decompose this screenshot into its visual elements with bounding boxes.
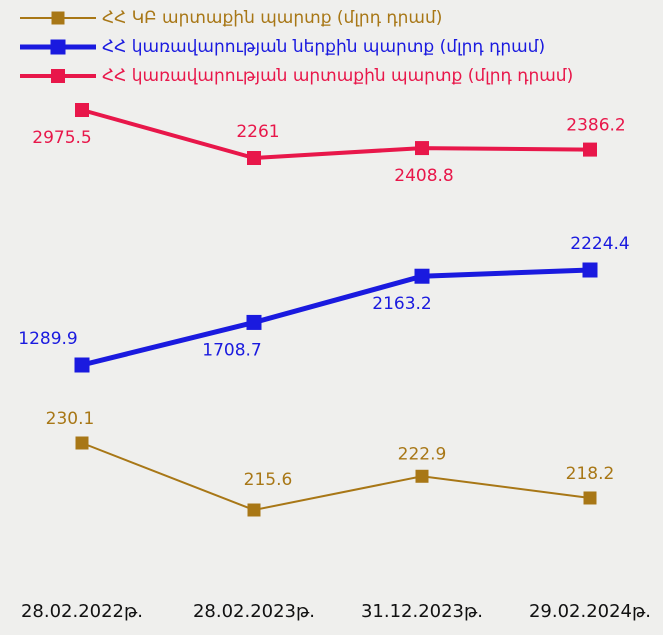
x-tick-label: 28.02.2022թ. xyxy=(21,601,143,622)
legend-label: ՀՀ կառավարության արտաքին պարտք (մլրդ դրա… xyxy=(102,66,573,86)
series-line xyxy=(81,108,591,161)
point-marker xyxy=(75,103,89,117)
data-label: 222.9 xyxy=(398,444,447,464)
data-label: 2261 xyxy=(236,122,279,142)
data-label: 2224.4 xyxy=(570,234,629,254)
data-label: 2408.8 xyxy=(394,166,453,186)
legend-marker xyxy=(50,39,66,55)
legend-marker xyxy=(51,11,65,25)
series-line xyxy=(81,267,591,368)
point-marker xyxy=(246,314,262,330)
point-marker xyxy=(247,151,261,165)
point-marker xyxy=(75,436,89,450)
point-marker xyxy=(415,141,429,156)
data-label: 1708.7 xyxy=(202,340,261,360)
x-tick-label: 28.02.2023թ. xyxy=(193,601,315,622)
data-label: 215.6 xyxy=(244,470,293,490)
legend-marker xyxy=(51,69,65,83)
point-marker xyxy=(583,142,597,157)
series-line xyxy=(81,442,591,512)
point-marker xyxy=(414,268,430,284)
legend-label: ՀՀ կառավարության ներքին պարտք (մլրդ դրամ… xyxy=(102,37,545,57)
data-label: 230.1 xyxy=(46,409,95,429)
data-label: 218.2 xyxy=(566,464,615,484)
point-marker xyxy=(247,503,261,517)
x-tick-label: 31.12.2023թ. xyxy=(361,601,483,622)
data-label: 1289.9 xyxy=(18,329,77,349)
legend-label: ՀՀ ԿԲ արտաքին պարտք (մլրդ դրամ) xyxy=(102,8,442,28)
point-marker xyxy=(415,469,429,483)
point-marker xyxy=(582,262,598,278)
x-tick-label: 29.02.2024թ. xyxy=(529,601,651,622)
data-label: 2163.2 xyxy=(372,294,431,314)
data-label: 2975.5 xyxy=(32,128,91,148)
data-label: 2386.2 xyxy=(566,116,625,136)
point-marker xyxy=(583,491,597,505)
point-marker xyxy=(74,357,90,373)
